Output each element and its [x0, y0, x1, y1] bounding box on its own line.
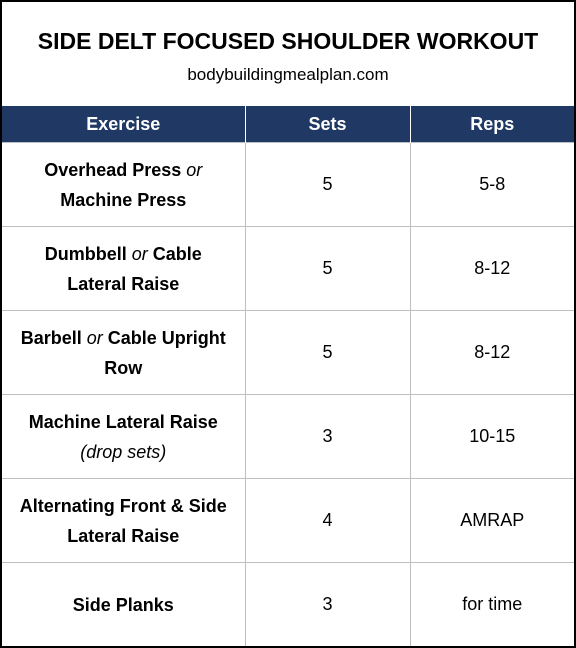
exercise-text: Side Planks [72, 594, 174, 615]
exercise-text: Machine Press [60, 189, 187, 210]
exercise-text: Lateral Raise [67, 273, 180, 294]
exercise-line: Side Planks [6, 590, 241, 620]
table-row: Dumbbell or Cable Lateral Raise 5 8-12 [2, 226, 574, 311]
column-header: Sets [244, 106, 410, 143]
exercise-text: Lateral Raise [67, 525, 180, 546]
exercise-text: Alternating Front & Side [19, 495, 227, 516]
table-row: Side Planks 3 for time [2, 562, 574, 646]
exercise-text: or [86, 327, 103, 348]
exercise-line: Dumbbell or Cable [6, 239, 241, 269]
subtitle: bodybuildingmealplan.com [187, 65, 389, 84]
column-header: Reps [409, 106, 574, 143]
exercise-line: Machine Lateral Raise [6, 407, 241, 437]
exercise-line: Lateral Raise [6, 269, 241, 299]
exercise-text: Barbell [20, 327, 82, 348]
exercise-line: Machine Press [6, 185, 241, 215]
exercise-line: Row [6, 353, 241, 383]
exercise-cell: Dumbbell or Cable Lateral Raise [2, 226, 246, 311]
reps-cell: for time [409, 562, 574, 646]
reps-cell: AMRAP [409, 478, 574, 563]
exercise-text: or [186, 159, 203, 180]
table-body: Overhead Press or Machine Press 5 5-8 Dumbbe… [2, 142, 574, 646]
exercise-text: Cable [152, 243, 202, 264]
exercise-line: Overhead Press or [6, 155, 241, 185]
exercise-text: Row [104, 357, 143, 378]
table-row: Machine Lateral Raise (drop sets) 3 10-15 [2, 394, 574, 479]
exercise-line: Alternating Front & Side [6, 491, 241, 521]
sets-cell: 5 [244, 226, 411, 311]
sets-cell: 3 [244, 394, 411, 479]
exercise-text: Dumbbell [44, 243, 127, 264]
title: SIDE DELT FOCUSED SHOULDER WORKOUT [37, 28, 539, 54]
exercise-line: Lateral Raise [6, 521, 241, 551]
sets-cell: 5 [244, 142, 411, 227]
sets-cell: 4 [244, 478, 411, 563]
exercise-line: Barbell or Cable Upright [6, 323, 241, 353]
sets-cell: 3 [244, 562, 411, 646]
table-row: Barbell or Cable Upright Row 5 8-12 [2, 310, 574, 395]
header-row: Exercise Sets Reps [2, 106, 574, 143]
exercise-text: Cable Upright [107, 327, 226, 348]
exercise-line: (drop sets) [6, 437, 241, 467]
header: SIDE DELT FOCUSED SHOULDER WORKOUT bodyb… [2, 2, 574, 106]
reps-cell: 10-15 [409, 394, 574, 479]
table-row: Overhead Press or Machine Press 5 5-8 [2, 142, 574, 227]
exercise-text: or [131, 243, 148, 264]
exercise-text: Overhead Press [44, 159, 182, 180]
reps-cell: 8-12 [409, 310, 574, 395]
exercise-cell: Side Planks [2, 562, 246, 646]
exercise-cell: Barbell or Cable Upright Row [2, 310, 246, 395]
exercise-cell: Overhead Press or Machine Press [2, 142, 246, 227]
exercise-text: Machine Lateral Raise [28, 411, 218, 432]
reps-cell: 8-12 [409, 226, 574, 311]
exercise-cell: Alternating Front & Side Lateral Raise [2, 478, 246, 563]
sets-cell: 5 [244, 310, 411, 395]
exercise-text: (drop sets) [80, 441, 167, 462]
exercise-cell: Machine Lateral Raise (drop sets) [2, 394, 246, 479]
reps-cell: 5-8 [409, 142, 574, 227]
table-row: Alternating Front & Side Lateral Raise 4 AM… [2, 478, 574, 563]
workout-table: Exercise Sets Reps Overhead Press or Machin… [2, 106, 574, 646]
column-header: Exercise [2, 106, 245, 143]
